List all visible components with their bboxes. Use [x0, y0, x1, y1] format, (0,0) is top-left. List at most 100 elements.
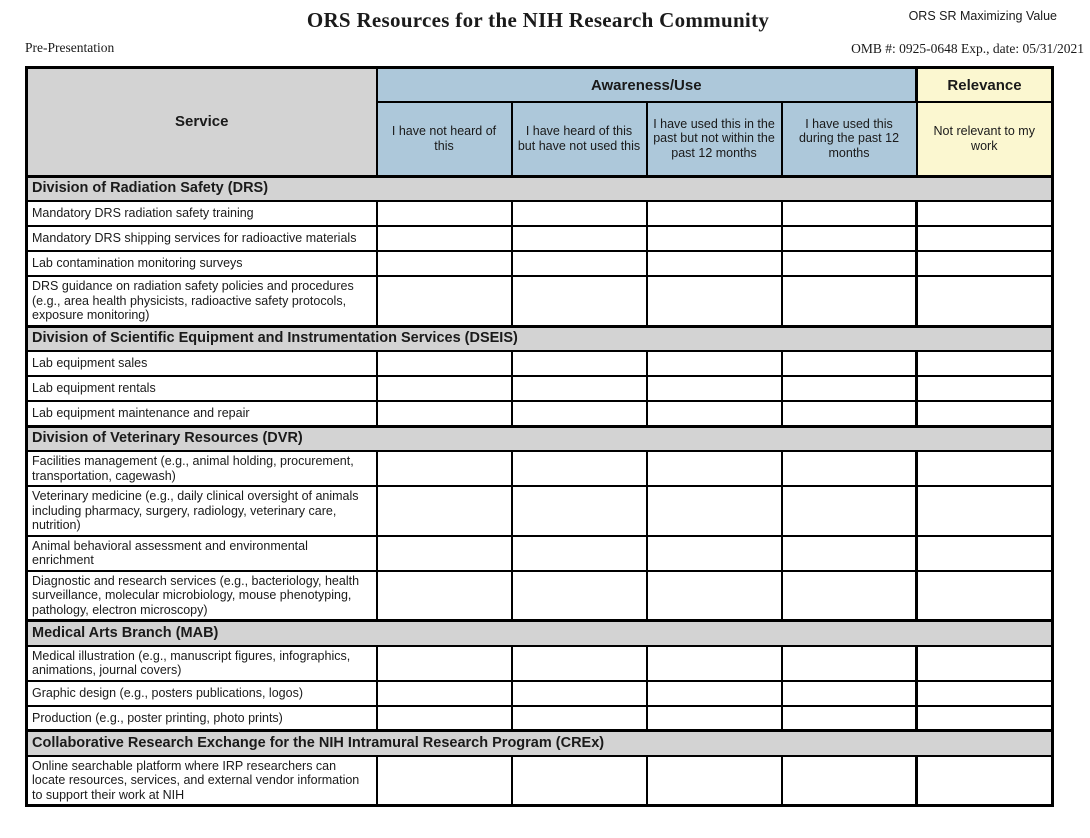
section-header-row: Collaborative Research Exchange for the … — [25, 729, 1054, 757]
table-row: Diagnostic and research services (e.g., … — [25, 569, 1054, 622]
answer-cell[interactable] — [780, 225, 918, 252]
answer-cell[interactable] — [780, 569, 918, 622]
answer-cell[interactable] — [375, 200, 513, 227]
answer-cell[interactable] — [645, 754, 783, 807]
answer-cell[interactable] — [915, 250, 1054, 277]
table-row: Mandatory DRS shipping services for radi… — [25, 225, 1054, 252]
answer-cell[interactable] — [915, 225, 1054, 252]
answer-cell[interactable] — [645, 569, 783, 622]
answer-cell[interactable] — [780, 485, 918, 537]
answer-cell[interactable] — [510, 534, 648, 572]
answer-cell[interactable] — [510, 200, 648, 227]
answer-cell[interactable] — [510, 450, 648, 487]
answer-cell[interactable] — [375, 450, 513, 487]
table-row: Lab contamination monitoring surveys — [25, 250, 1054, 277]
answer-cell[interactable] — [915, 450, 1054, 487]
answer-cell[interactable] — [915, 754, 1054, 807]
answer-cell[interactable] — [375, 569, 513, 622]
answer-cell[interactable] — [510, 400, 648, 427]
answer-cell[interactable] — [375, 400, 513, 427]
section-header-row: Medical Arts Branch (MAB) — [25, 619, 1054, 647]
answer-cell[interactable] — [510, 485, 648, 537]
answer-cell[interactable] — [915, 200, 1054, 227]
answer-cell[interactable] — [915, 350, 1054, 377]
answer-cell[interactable] — [645, 534, 783, 572]
answer-cell[interactable] — [645, 644, 783, 682]
answer-cell[interactable] — [375, 534, 513, 572]
answer-cell[interactable] — [915, 704, 1054, 732]
answer-cell[interactable] — [780, 754, 918, 807]
service-column-header: Service — [25, 66, 378, 177]
answer-cell[interactable] — [375, 250, 513, 277]
answer-cell[interactable] — [510, 275, 648, 327]
survey-table: Service Awareness/Use Relevance I have n… — [25, 66, 1054, 807]
answer-cell[interactable] — [780, 679, 918, 707]
answer-cell[interactable] — [645, 679, 783, 707]
answer-cell[interactable] — [645, 400, 783, 427]
answer-cell[interactable] — [780, 200, 918, 227]
answer-cell[interactable] — [915, 400, 1054, 427]
answer-cell[interactable] — [375, 350, 513, 377]
table-row: Lab equipment maintenance and repair — [25, 400, 1054, 427]
answer-cell[interactable] — [510, 704, 648, 732]
answer-cell[interactable] — [645, 704, 783, 732]
answer-cell[interactable] — [645, 485, 783, 537]
answer-cell[interactable] — [780, 250, 918, 277]
service-cell: Diagnostic and research services (e.g., … — [25, 569, 378, 622]
answer-cell[interactable] — [645, 225, 783, 252]
section-title: Division of Veterinary Resources (DVR) — [25, 424, 1054, 452]
answer-cell[interactable] — [780, 534, 918, 572]
answer-cell[interactable] — [915, 375, 1054, 402]
awareness-use-group-header: Awareness/Use — [375, 66, 918, 103]
omb-number-label: OMB #: 0925-0648 Exp., date: 05/31/2021 — [851, 41, 1084, 56]
table-row: Lab equipment sales — [25, 350, 1054, 377]
answer-cell[interactable] — [510, 225, 648, 252]
answer-cell[interactable] — [645, 375, 783, 402]
service-cell: Graphic design (e.g., posters publicatio… — [25, 679, 378, 707]
answer-cell[interactable] — [510, 250, 648, 277]
service-cell: Online searchable platform where IRP res… — [25, 754, 378, 807]
service-cell: Animal behavioral assessment and environ… — [25, 534, 378, 572]
option-header-row: I have not heard of this I have heard of… — [27, 101, 1054, 178]
answer-cell[interactable] — [510, 679, 648, 707]
answer-cell[interactable] — [780, 704, 918, 732]
answer-cell[interactable] — [780, 450, 918, 487]
answer-cell[interactable] — [915, 569, 1054, 622]
group-header-row: Service Awareness/Use Relevance — [25, 66, 1054, 177]
answer-cell[interactable] — [780, 275, 918, 327]
answer-cell[interactable] — [375, 375, 513, 402]
service-cell: Lab equipment rentals — [25, 375, 378, 402]
answer-cell[interactable] — [510, 569, 648, 622]
answer-cell[interactable] — [915, 644, 1054, 682]
answer-cell[interactable] — [645, 250, 783, 277]
answer-cell[interactable] — [915, 485, 1054, 537]
service-cell: Lab equipment sales — [25, 350, 378, 377]
answer-cell[interactable] — [510, 350, 648, 377]
answer-cell[interactable] — [375, 754, 513, 807]
answer-cell[interactable] — [780, 644, 918, 682]
answer-cell[interactable] — [375, 679, 513, 707]
answer-cell[interactable] — [645, 450, 783, 487]
answer-cell[interactable] — [645, 350, 783, 377]
answer-cell[interactable] — [780, 350, 918, 377]
answer-cell[interactable] — [375, 275, 513, 327]
answer-cell[interactable] — [645, 200, 783, 227]
answer-cell[interactable] — [780, 400, 918, 427]
service-cell: Production (e.g., poster printing, photo… — [25, 704, 378, 732]
table-row: Online searchable platform where IRP res… — [25, 754, 1054, 807]
answer-cell[interactable] — [915, 534, 1054, 572]
answer-cell[interactable] — [510, 754, 648, 807]
answer-cell[interactable] — [645, 275, 783, 327]
column-header-not-heard: I have not heard of this — [375, 101, 513, 178]
answer-cell[interactable] — [375, 704, 513, 732]
service-cell: DRS guidance on radiation safety policie… — [25, 275, 378, 327]
service-cell: Lab equipment maintenance and repair — [25, 400, 378, 427]
answer-cell[interactable] — [375, 225, 513, 252]
answer-cell[interactable] — [510, 375, 648, 402]
answer-cell[interactable] — [780, 375, 918, 402]
answer-cell[interactable] — [915, 679, 1054, 707]
answer-cell[interactable] — [375, 485, 513, 537]
answer-cell[interactable] — [510, 644, 648, 682]
answer-cell[interactable] — [915, 275, 1054, 327]
answer-cell[interactable] — [375, 644, 513, 682]
